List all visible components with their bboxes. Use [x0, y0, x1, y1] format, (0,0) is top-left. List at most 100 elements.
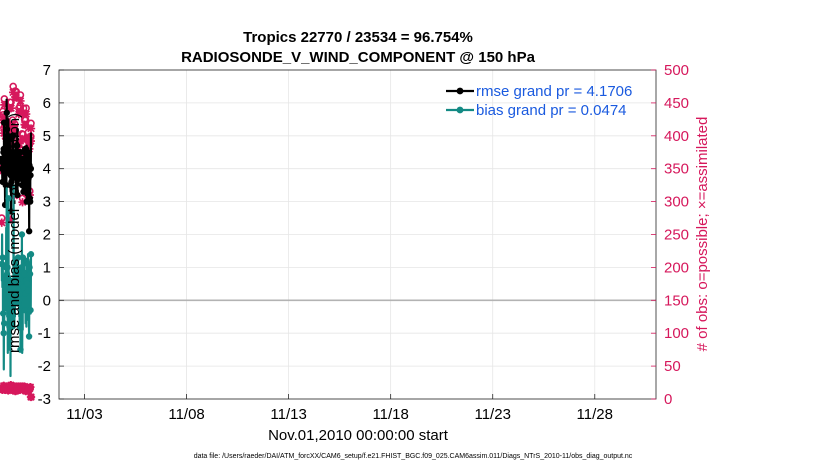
y-left-tick-label: 0: [43, 292, 51, 309]
rmse-marker: [24, 188, 31, 195]
series-bias: [0, 184, 35, 378]
bias-marker: [27, 306, 34, 314]
bias-marker: [4, 264, 11, 271]
x-axis-label: Nov.01,2010 00:00:00 start: [268, 427, 449, 444]
rmse-marker: [9, 132, 17, 139]
y-right-tick-label: 150: [664, 292, 689, 309]
y-right-tick-label: 300: [664, 194, 689, 211]
obs-assimilated-marker: [0, 100, 9, 110]
y-axis-left-label: rmse and bias (model - observation): [6, 113, 23, 353]
y-right-tick-label: 450: [664, 95, 689, 112]
bias-marker: [27, 251, 35, 258]
obs-assimilated-marker: [9, 128, 18, 137]
legend-label: bias grand pr = 0.0474: [476, 102, 627, 119]
obs-assimilated-marker: [26, 382, 35, 392]
legend: rmse grand pr = 4.1706 bias grand pr = 0.…: [446, 83, 632, 119]
y-left-tick-label: -3: [38, 391, 51, 408]
y-right-tick-label: 0: [664, 391, 672, 408]
rmse-marker: [18, 181, 26, 189]
bias-marker: [26, 270, 34, 278]
bias-marker: [5, 195, 12, 202]
x-tick-label: 11/18: [372, 406, 408, 423]
obs-assimilated-marker: [26, 392, 36, 402]
obs-assimilated-marker: [0, 218, 6, 227]
y-right-tick-label: 200: [664, 259, 689, 276]
x-tick-label: 11/28: [577, 406, 613, 423]
bias-marker: [16, 290, 23, 297]
bias-marker: [26, 264, 33, 271]
bias-marker: [11, 293, 18, 301]
y-left-tick-label: 6: [43, 95, 51, 112]
legend-marker: [456, 106, 464, 114]
rmse-marker: [3, 109, 10, 116]
bias-marker: [0, 330, 7, 337]
x-tick-label: 11/03: [66, 406, 102, 423]
chart-title-line-1: Tropics 22770 / 23534 = 96.754%: [243, 29, 473, 46]
rmse-marker: [14, 191, 21, 199]
rmse-marker: [25, 228, 33, 235]
rmse-marker: [16, 175, 23, 182]
obs-assimilated-marker: [26, 124, 36, 133]
rmse-marker: [0, 145, 7, 153]
legend-rmse: rmse grand pr = 4.1706: [446, 83, 632, 100]
plot-data: [0, 82, 36, 402]
legend-marker: [456, 87, 464, 95]
obs-assimilated-marker: [18, 135, 28, 144]
bias-marker: [13, 264, 20, 271]
legend-label: rmse grand pr = 4.1706: [476, 83, 632, 100]
obs-assimilated-marker: [21, 121, 30, 130]
rmse-marker: [13, 142, 21, 149]
obs-assimilated-marker: [18, 198, 27, 207]
bias-marker: [3, 300, 10, 307]
bias-marker: [9, 323, 16, 330]
data-file-footer: data file: /Users/raeder/DAI/ATM_forcXX/…: [194, 453, 633, 460]
y-right-tick-label: 400: [664, 128, 689, 145]
obs-assimilated-marker: [9, 88, 18, 97]
bias-marker: [9, 300, 16, 307]
obs-assimilated-marker: [8, 121, 17, 130]
y-left-tick-label: 1: [43, 259, 51, 276]
legend-bias: bias grand pr = 0.0474: [446, 102, 627, 119]
obs-assimilated-marker: [16, 96, 25, 106]
rmse-marker: [27, 165, 35, 172]
x-tick-label: 11/23: [474, 406, 510, 423]
bias-marker: [21, 306, 28, 314]
rmse-marker: [27, 172, 34, 179]
obs-assimilated-marker: [10, 125, 19, 134]
y-left-tick-label: 5: [43, 128, 51, 145]
y-right-tick-label: 250: [664, 227, 689, 244]
rmse-marker: [24, 149, 32, 156]
bias-marker: [24, 287, 32, 294]
y-right-tick-label: 500: [664, 62, 689, 79]
bias-marker: [18, 264, 25, 271]
bias-marker: [25, 333, 33, 340]
bias-marker: [23, 280, 31, 288]
x-tick-label: 11/13: [270, 406, 306, 423]
bias-marker: [18, 231, 26, 238]
bias-marker: [2, 283, 9, 291]
bias-marker: [21, 270, 28, 278]
rmse-marker: [8, 178, 15, 186]
bias-marker: [16, 323, 24, 330]
y-left-tick-label: 7: [43, 62, 51, 79]
y-right-tick-label: 100: [664, 325, 689, 342]
y-axis-right-label: # of obs: o=possible; ×=assimilated: [694, 117, 711, 352]
obs-assimilated-marker: [6, 104, 16, 113]
bias-marker: [0, 320, 8, 327]
grid-lines: [59, 69, 656, 400]
y-left-tick-label: -1: [38, 325, 51, 342]
rmse-marker: [3, 126, 11, 133]
obs-assimilated-marker: [12, 93, 21, 102]
bias-marker: [13, 270, 21, 278]
series-assimilated-bottom-: [0, 381, 36, 402]
y-left-tick-label: -2: [38, 358, 51, 375]
y-left-tick-label: 2: [43, 227, 51, 244]
bias-marker: [15, 297, 23, 304]
bias-marker: [11, 287, 18, 294]
bias-marker: [17, 346, 24, 353]
bias-marker: [0, 310, 7, 317]
y-right-tick-label: 50: [664, 358, 681, 375]
bias-marker: [0, 254, 6, 261]
rmse-marker: [26, 198, 34, 205]
